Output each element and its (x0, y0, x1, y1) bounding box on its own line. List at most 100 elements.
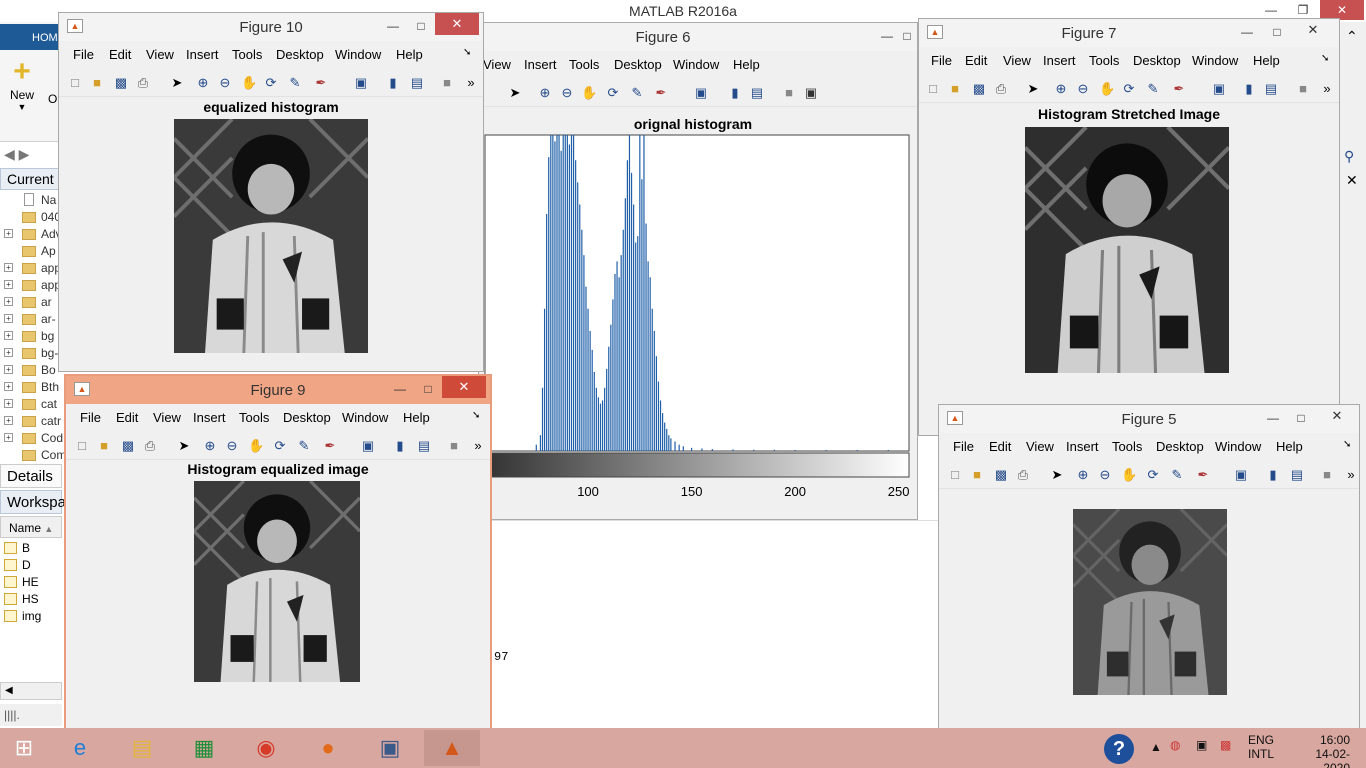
data-cursor-icon[interactable]: ✎ (1171, 467, 1183, 482)
language-indicator[interactable]: ENG INTL (1248, 733, 1274, 761)
minimize-button[interactable]: — (387, 19, 399, 33)
search-icon[interactable]: ⚲ (1344, 148, 1355, 164)
menu-view[interactable]: View (153, 410, 181, 425)
maximize-button[interactable]: □ (1273, 25, 1281, 39)
workspace-variable[interactable]: D (0, 557, 62, 574)
brush-icon[interactable]: ✒ (315, 75, 327, 90)
menu-view[interactable]: View (483, 57, 511, 72)
figure-9-window[interactable]: ▲ Figure 9 — □ ✕ File Edit View Insert T… (64, 374, 492, 730)
figure-titlebar[interactable]: ▲ Figure 10 — □ ✕ (59, 13, 483, 41)
link-plot-icon[interactable]: ▣ (1212, 81, 1226, 96)
minimize-button[interactable]: — (394, 382, 406, 396)
colorbar-icon[interactable]: ▮ (1269, 467, 1277, 482)
print-icon[interactable]: ⎙ (995, 81, 1007, 96)
close-button[interactable]: ✕ (435, 13, 479, 35)
expand-icon[interactable]: + (4, 297, 13, 306)
zoom-out-icon[interactable]: ⊖ (561, 85, 573, 100)
zoom-in-icon[interactable]: ⊕ (204, 438, 216, 453)
open-button[interactable]: O (48, 92, 58, 106)
legend-icon[interactable]: ▤ (1290, 467, 1304, 482)
expand-icon[interactable]: + (4, 229, 13, 238)
menu-tools[interactable]: Tools (1089, 53, 1120, 68)
legend-icon[interactable]: ▤ (750, 85, 764, 100)
link-plot-icon[interactable]: ▣ (354, 75, 368, 90)
save-icon[interactable]: ▩ (114, 75, 128, 90)
data-cursor-icon[interactable]: ✎ (631, 85, 643, 100)
hide-plot-tools-icon[interactable]: ■ (1323, 467, 1331, 482)
pan-icon[interactable]: ✋ (1099, 81, 1116, 96)
list-item[interactable]: + Bo (0, 362, 62, 379)
list-item[interactable]: + catr (0, 413, 62, 430)
menu-edit[interactable]: Edit (989, 439, 1012, 454)
open-file-icon[interactable]: ■ (951, 81, 959, 96)
menu-tools[interactable]: Tools (232, 47, 263, 62)
hide-plot-tools-icon[interactable]: ■ (1299, 81, 1307, 96)
figure-titlebar[interactable]: ▲ Figure 7 — □ ✕ (919, 19, 1339, 47)
list-item[interactable]: + Bth (0, 379, 62, 396)
figure-5-window[interactable]: ▲ Figure 5 — □ ✕ File Edit View Insert T… (938, 404, 1360, 744)
maximize-button[interactable]: □ (1297, 411, 1305, 425)
maximize-button[interactable]: □ (417, 19, 425, 33)
rotate-icon[interactable]: ⟳ (1147, 467, 1159, 482)
list-item[interactable]: Com (0, 447, 66, 464)
zoom-out-icon[interactable]: ⊖ (1077, 81, 1089, 96)
open-file-icon[interactable]: ■ (973, 467, 981, 482)
zoom-out-icon[interactable]: ⊖ (1099, 467, 1111, 482)
matlab-taskbar-icon[interactable]: ▲ (424, 730, 480, 766)
expand-icon[interactable]: + (4, 382, 13, 391)
menu-file[interactable]: File (80, 410, 101, 425)
workspace-variable[interactable]: B (0, 540, 62, 557)
new-figure-icon[interactable]: □ (951, 467, 959, 482)
legend-icon[interactable]: ▤ (417, 438, 431, 453)
menu-insert[interactable]: Insert (524, 57, 557, 72)
colorbar-icon[interactable]: ▮ (396, 438, 404, 453)
maximize-button[interactable]: □ (424, 382, 432, 396)
expand-icon[interactable]: + (4, 433, 13, 442)
expand-icon[interactable]: + (4, 280, 13, 289)
close-button[interactable]: ✕ (1291, 19, 1335, 41)
menu-desktop[interactable]: Desktop (1156, 439, 1204, 454)
dock-arrow-icon[interactable]: ➘ (463, 47, 472, 58)
menu-tools[interactable]: Tools (569, 57, 600, 72)
legend-icon[interactable]: ▤ (410, 75, 424, 90)
list-item[interactable]: + cat (0, 396, 62, 413)
menu-window[interactable]: Window (342, 410, 389, 425)
hide-plot-tools-icon[interactable]: ■ (443, 75, 451, 90)
pan-icon[interactable]: ✋ (248, 438, 265, 453)
pointer-icon[interactable]: ➤ (1051, 467, 1063, 482)
scroll-left-icon[interactable]: ◀ (5, 685, 13, 696)
figure-6-window[interactable]: Figure 6 — □ View Insert Tools Desktop W… (478, 22, 918, 520)
menu-tools[interactable]: Tools (1112, 439, 1143, 454)
legend-icon[interactable]: ▤ (1264, 81, 1278, 96)
command-window[interactable] (480, 520, 940, 725)
rotate-icon[interactable]: ⟳ (274, 438, 286, 453)
dock-arrow-icon[interactable]: ➘ (1321, 53, 1330, 64)
list-item[interactable]: + Cod (0, 430, 63, 447)
figure-7-window[interactable]: ▲ Figure 7 — □ ✕ File Edit View Insert T… (918, 18, 1340, 436)
details-panel-header[interactable]: Details (0, 464, 62, 488)
save-icon[interactable]: ▩ (994, 467, 1008, 482)
expand-icon[interactable]: + (4, 348, 13, 357)
print-icon[interactable]: ⎙ (137, 75, 149, 90)
help-icon[interactable]: ? (1104, 734, 1134, 764)
workspace-variable[interactable]: HE (0, 574, 62, 591)
dock-arrow-icon[interactable]: ➘ (472, 410, 481, 421)
expand-icon[interactable]: + (4, 399, 13, 408)
expand-icon[interactable]: + (4, 416, 13, 425)
workspace-name-column[interactable]: Name ▲ (0, 516, 62, 538)
link-plot-icon[interactable]: ▣ (361, 438, 375, 453)
save-icon[interactable]: ▩ (121, 438, 135, 453)
menu-window[interactable]: Window (335, 47, 382, 62)
figure-titlebar[interactable]: ▲ Figure 9 — □ ✕ (66, 376, 490, 404)
menu-help[interactable]: Help (403, 410, 430, 425)
zoom-in-icon[interactable]: ⊕ (1055, 81, 1067, 96)
minimize-button[interactable]: — (881, 29, 893, 43)
minimize-button[interactable]: — (1241, 25, 1253, 39)
save-icon[interactable]: ▩ (972, 81, 986, 96)
close-icon[interactable]: ✕ (1346, 172, 1358, 188)
data-cursor-icon[interactable]: ✎ (1147, 81, 1159, 96)
workspace-panel-header[interactable]: Workspa (0, 490, 66, 514)
colorbar-icon[interactable]: ▮ (1245, 81, 1253, 96)
battery-icon[interactable]: ▩ (1220, 738, 1232, 752)
zoom-out-icon[interactable]: ⊖ (226, 438, 238, 453)
